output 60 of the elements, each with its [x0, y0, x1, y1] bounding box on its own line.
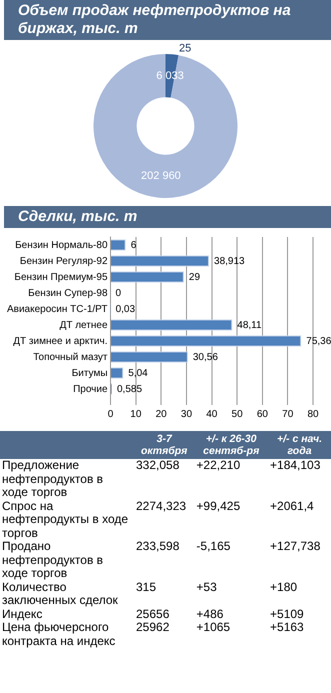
- text: 25656: [136, 606, 170, 620]
- text: 315: [136, 580, 156, 594]
- text: 25962: [136, 620, 170, 634]
- text: +184,103: [270, 458, 320, 472]
- x-tick-label: 40: [206, 408, 218, 420]
- text: +5109: [270, 606, 304, 620]
- data-label: 75,36: [306, 336, 331, 347]
- text: +99,425: [196, 498, 240, 512]
- category-label: +/- с нач. года: [268, 431, 331, 459]
- category-label: 3-7 октября: [134, 431, 194, 459]
- data-label: 0: [116, 288, 122, 299]
- text: 332,058: [136, 458, 180, 472]
- data-label: 0,585: [117, 384, 142, 395]
- category-label: Предложение нефтепродуктов в ходе торгов: [2, 458, 104, 499]
- data-label: 29: [188, 272, 200, 283]
- data-label: 6: [130, 240, 137, 251]
- y-tick-label: Прочие: [73, 384, 108, 395]
- y-tick-label: Бензин Премиум-95: [14, 272, 108, 283]
- category-label: Индекс: [2, 606, 42, 620]
- data-label: 202 960: [141, 170, 181, 182]
- chart-title: Сделки, тыс. т: [4, 206, 331, 228]
- data-label: 5,04: [128, 368, 148, 379]
- y-tick-label: ДТ летнее: [60, 320, 108, 331]
- text: +22,210: [196, 458, 240, 472]
- data-label: 30,56: [192, 352, 218, 363]
- text: +1065: [196, 620, 230, 634]
- y-tick-label: Бензин Регуляр-92: [20, 256, 108, 267]
- category-label: Цена фьючерсного контракта на индекс: [2, 620, 116, 648]
- text: 2274,323: [136, 498, 186, 512]
- y-tick-label: Авиакеросин ТС-1/РТ: [6, 304, 108, 315]
- x-tick-label: 0: [108, 408, 114, 420]
- text: +53: [196, 580, 217, 594]
- x-tick-label: 20: [156, 408, 168, 420]
- data-label: 38,913: [214, 256, 246, 267]
- x-tick-label: 60: [256, 408, 268, 420]
- text: +127,738: [270, 539, 320, 553]
- x-tick-label: 70: [282, 408, 294, 420]
- category-label: Количество заключенных сделок: [2, 580, 118, 607]
- text: +486: [196, 606, 224, 620]
- x-tick-label: 80: [307, 408, 319, 420]
- text: +5163: [270, 620, 304, 634]
- y-tick-label: Бензин Нормаль-80: [15, 240, 108, 251]
- data-label: 25: [179, 42, 192, 54]
- text: +180: [270, 580, 298, 594]
- x-tick-label: 30: [180, 408, 192, 420]
- text: 233,598: [136, 539, 180, 553]
- data-label: 0,03: [116, 304, 136, 315]
- x-tick-label: 50: [232, 408, 244, 420]
- category-label: Спрос на нефтепродукты в ходе торгов: [2, 498, 128, 540]
- data-label: 48,11: [237, 320, 262, 331]
- y-tick-label: Бензин Супер-98: [28, 288, 108, 299]
- x-tick-label: 10: [130, 408, 142, 420]
- category-label: +/- к 26-30 сентяб-ря: [194, 431, 268, 459]
- category-label: Продано нефтепродуктов в ходе торгов: [2, 539, 104, 580]
- y-tick-label: Топочный мазут: [33, 352, 108, 363]
- text: -5,165: [196, 539, 230, 553]
- y-tick-label: Битумы: [72, 368, 108, 379]
- text: +2061,4: [270, 498, 314, 512]
- y-tick-label: ДТ зимнее и арктич.: [13, 336, 108, 347]
- chart-title: Объем продаж нефтепродуктов на биржах, тыс. т: [4, 0, 331, 40]
